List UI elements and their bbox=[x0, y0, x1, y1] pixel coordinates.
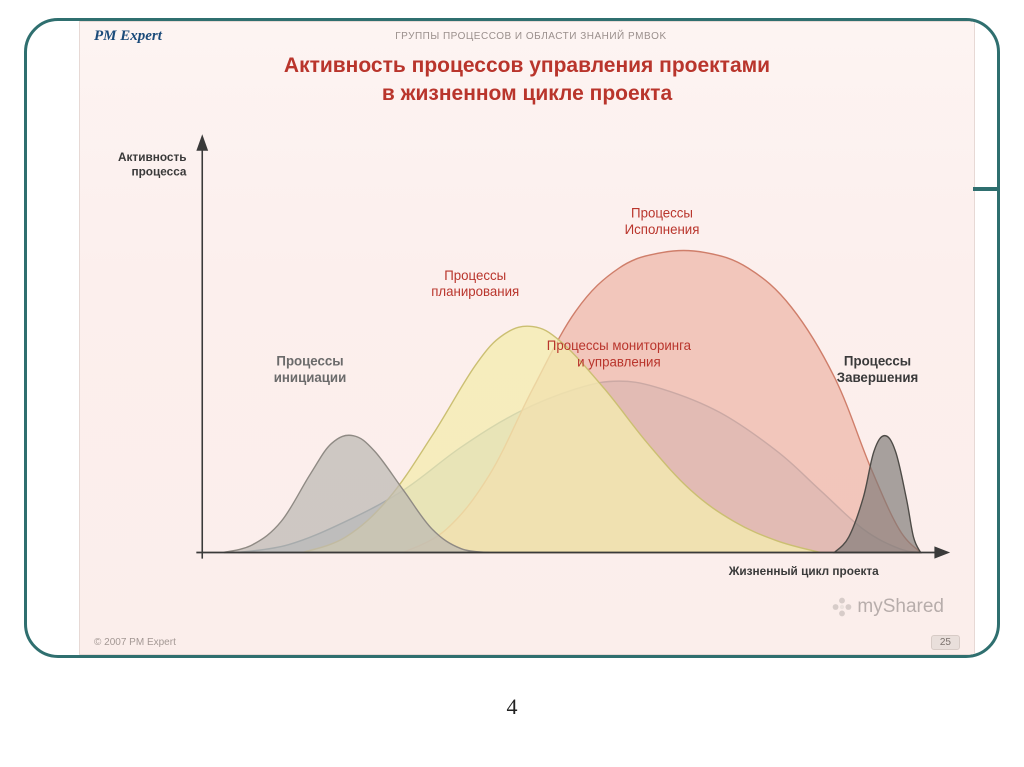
series-label-planning: планирования bbox=[431, 284, 519, 299]
series-label-initiation: инициации bbox=[274, 370, 346, 385]
series-label-execution: Исполнения bbox=[625, 222, 700, 237]
chart-svg: Активностьпроцесса Жизненный цикл проекта… bbox=[94, 122, 960, 614]
series-label-execution: Процессы bbox=[631, 205, 693, 220]
copyright-text: © 2007 PM Expert bbox=[94, 637, 176, 648]
slide-background: PM Expert ГРУППЫ ПРОЦЕССОВ И ОБЛАСТИ ЗНА… bbox=[79, 21, 975, 655]
series-label-initiation: Процессы bbox=[276, 353, 343, 368]
series-label-monitoring: и управления bbox=[577, 354, 660, 369]
slide-outer-frame: PM Expert ГРУППЫ ПРОЦЕССОВ И ОБЛАСТИ ЗНА… bbox=[24, 18, 1000, 658]
slide-title-line2: в жизненном цикле проекта bbox=[80, 80, 974, 108]
watermark-text: myShared bbox=[857, 596, 944, 618]
series-label-closing: Процессы bbox=[844, 353, 911, 368]
slide-page-badge: 25 bbox=[931, 635, 960, 650]
x-axis-label: Жизненный цикл проекта bbox=[728, 564, 879, 578]
pm-expert-logo: PM Expert bbox=[94, 28, 162, 45]
series-label-monitoring: Процессы мониторинга bbox=[547, 338, 692, 353]
y-axis-label: Активность bbox=[118, 150, 186, 164]
flower-icon bbox=[831, 596, 853, 618]
series-label-closing: Завершения bbox=[837, 370, 919, 385]
slide-header: PM Expert ГРУППЫ ПРОЦЕССОВ И ОБЛАСТИ ЗНА… bbox=[94, 28, 960, 45]
process-activity-chart: Активностьпроцесса Жизненный цикл проекта… bbox=[94, 122, 960, 614]
slide-header-caption: ГРУППЫ ПРОЦЕССОВ И ОБЛАСТИ ЗНАНИЙ PMBOK bbox=[395, 31, 666, 42]
slide-title: Активность процессов управления проектам… bbox=[80, 52, 974, 109]
outer-page-number: 4 bbox=[0, 694, 1024, 720]
frame-tick-mark bbox=[973, 187, 997, 191]
slide-footer: © 2007 PM Expert 25 bbox=[94, 635, 960, 650]
y-axis-label: процесса bbox=[131, 164, 186, 178]
myshared-watermark: myShared bbox=[831, 596, 944, 618]
slide-title-line1: Активность процессов управления проектам… bbox=[80, 52, 974, 80]
series-label-planning: Процессы bbox=[444, 268, 506, 283]
